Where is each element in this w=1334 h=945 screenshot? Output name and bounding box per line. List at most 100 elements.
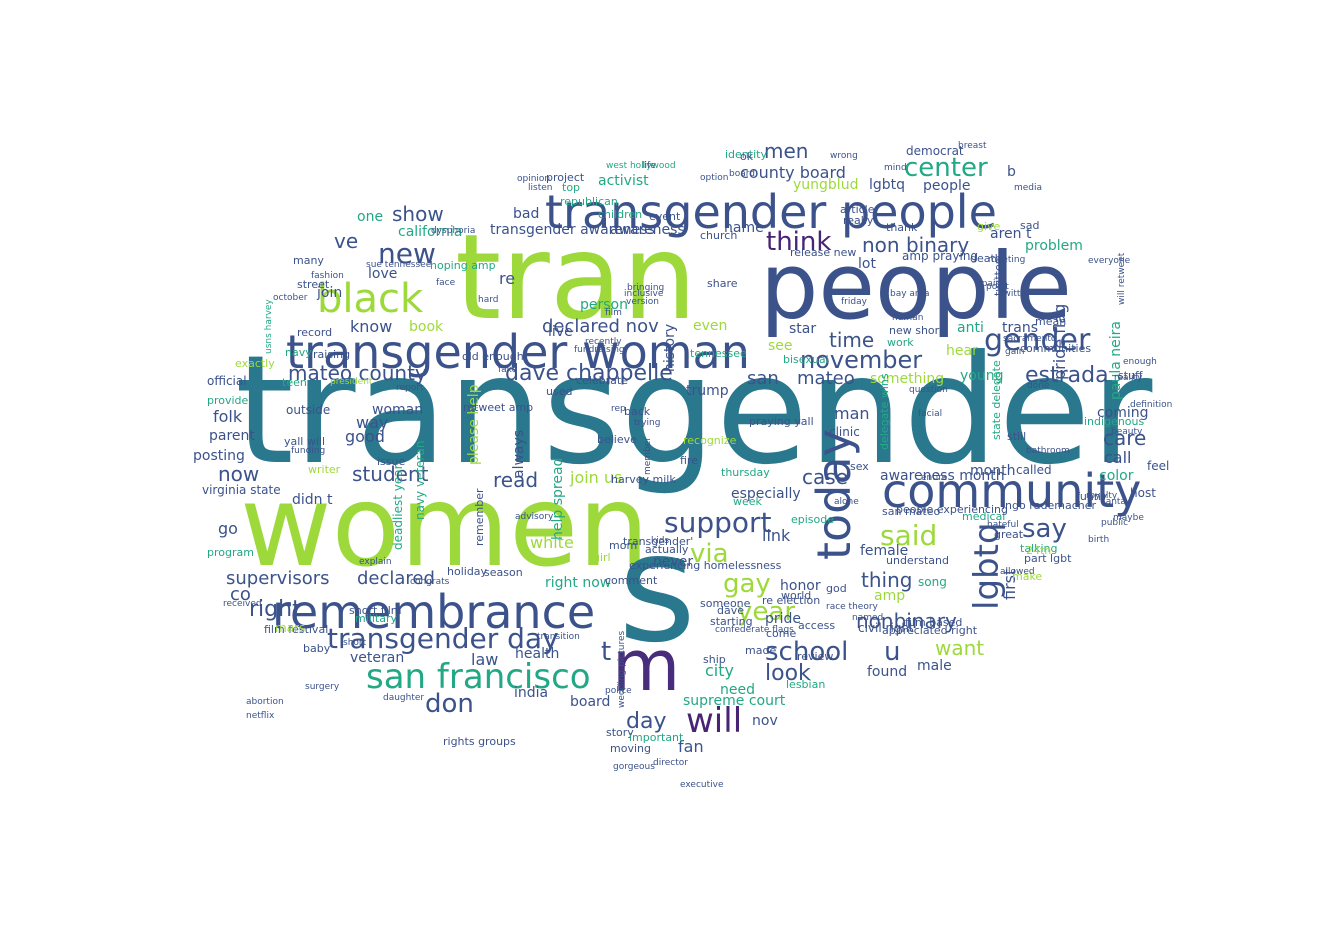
word-student: student — [352, 462, 429, 486]
word-medical: medical — [962, 510, 1005, 523]
word-one: one — [357, 209, 383, 225]
word-many: many — [293, 254, 324, 267]
word-fashion: fashion — [311, 271, 344, 281]
word-especially: especially — [731, 486, 801, 502]
word-problem: problem — [1025, 238, 1083, 254]
word-show: show — [392, 202, 444, 226]
word-daughter: daughter — [383, 693, 424, 703]
word-sue-tennessee: sue tennessee — [366, 260, 432, 270]
word-navy-veteran: navy veteran — [413, 441, 427, 520]
word-call: call — [1104, 448, 1132, 467]
word-raising: raising — [313, 348, 350, 361]
word-host: host — [1130, 486, 1156, 500]
word-world: world — [781, 589, 811, 602]
word-first: first — [1000, 569, 1019, 600]
word-know: know — [350, 317, 392, 336]
word-woman: woman — [372, 402, 423, 418]
word-film-based: film based — [905, 616, 962, 629]
word-street: street — [297, 278, 330, 291]
word-hoping-amp: hoping amp — [430, 259, 496, 272]
word-california: california — [398, 224, 462, 240]
word-november: november — [800, 346, 922, 374]
word-exactly: exactly — [235, 357, 275, 370]
word-posting: posting — [193, 448, 245, 464]
word-identity: identity — [725, 148, 767, 161]
word-beauty: beauty — [1111, 427, 1143, 437]
word-access: access — [798, 619, 835, 632]
word-t: t — [601, 637, 611, 667]
word-transgender-awareness: transgender awareness — [490, 222, 655, 238]
word-abortion: abortion — [246, 697, 284, 707]
word-tennessee: tennessee — [690, 347, 747, 360]
word-bisexual: bisexual — [783, 353, 829, 366]
word-please-help: please help — [466, 384, 482, 465]
word-declared: declared — [357, 568, 435, 589]
word-ok: ok — [740, 150, 754, 163]
word-official: official — [207, 374, 247, 388]
word-version: version — [626, 297, 659, 307]
word-allowed: allowed — [1000, 567, 1035, 577]
word-named: named — [852, 613, 883, 623]
word-used: used — [546, 385, 572, 398]
word-hard: hard — [478, 295, 498, 305]
word-story: story — [606, 726, 634, 739]
word-24th: 24th — [1026, 544, 1051, 557]
word-spain: spain — [977, 279, 1001, 289]
word-via: via — [690, 539, 729, 569]
word-color: color — [1099, 468, 1134, 484]
word-m: m — [612, 625, 680, 707]
word-appreciated-right: appreciated right — [882, 624, 978, 637]
word-sad: sad — [1020, 219, 1039, 232]
word-bringing: bringing — [627, 283, 664, 293]
word-good: good — [345, 427, 385, 446]
word-mateo: mateo — [797, 368, 855, 389]
word-confederate-flags: confederate flags — [715, 625, 794, 635]
word-mind: mind — [884, 163, 907, 173]
word-supervisors: supervisors — [226, 568, 330, 589]
word-female: female — [860, 543, 908, 559]
word-twitter: twitter — [992, 259, 1005, 296]
word-person: person — [580, 297, 628, 313]
word-face: face — [436, 278, 456, 288]
word-someone: someone — [700, 597, 751, 610]
word-yall-will: yall will — [284, 435, 325, 448]
word-people-experiencing: people experiencing — [896, 503, 1008, 516]
word-understand: understand — [886, 554, 949, 567]
word-important: important — [629, 731, 684, 744]
word-song: song — [918, 575, 947, 589]
word-west-hollywood: west hollywood — [606, 161, 676, 171]
word-co: co — [230, 584, 251, 605]
word-share: share — [707, 277, 738, 290]
word-wrong: wrong — [830, 151, 858, 161]
word-life: life — [642, 161, 656, 171]
word-now: now — [218, 462, 259, 486]
word-today: today — [807, 429, 861, 560]
word-funding: funding — [291, 446, 325, 456]
word-veteran: veteran — [350, 650, 404, 666]
word-girl: girl — [593, 551, 611, 564]
word-care: care — [1103, 426, 1146, 450]
word-moving: moving — [610, 742, 651, 755]
word-inclusive: inclusive — [624, 289, 664, 299]
word-link: link — [762, 526, 791, 545]
word-case: case — [802, 465, 848, 489]
word-transgender: transgender — [235, 324, 1153, 498]
word-short-film: short film — [349, 604, 401, 617]
word-definition: definition — [1130, 400, 1172, 410]
word-gay: gay — [723, 569, 771, 599]
word-right-now: right now — [545, 575, 611, 591]
word-always: always — [511, 430, 527, 478]
word-death: death — [970, 252, 1002, 265]
word-work: work — [887, 336, 914, 349]
word-time: time — [829, 328, 874, 352]
word-comment: comment — [605, 574, 658, 587]
word-human: human — [892, 313, 923, 323]
word-season: season — [484, 566, 523, 579]
word-kids: kids — [651, 536, 669, 546]
word-military: military — [355, 612, 397, 625]
word-mateo-county: mateo county — [288, 361, 427, 385]
word-san-francisco: san francisco — [366, 657, 591, 697]
word-democrat: democrat — [906, 144, 964, 158]
word-b: b — [1007, 164, 1016, 180]
word-star: star — [789, 321, 816, 337]
